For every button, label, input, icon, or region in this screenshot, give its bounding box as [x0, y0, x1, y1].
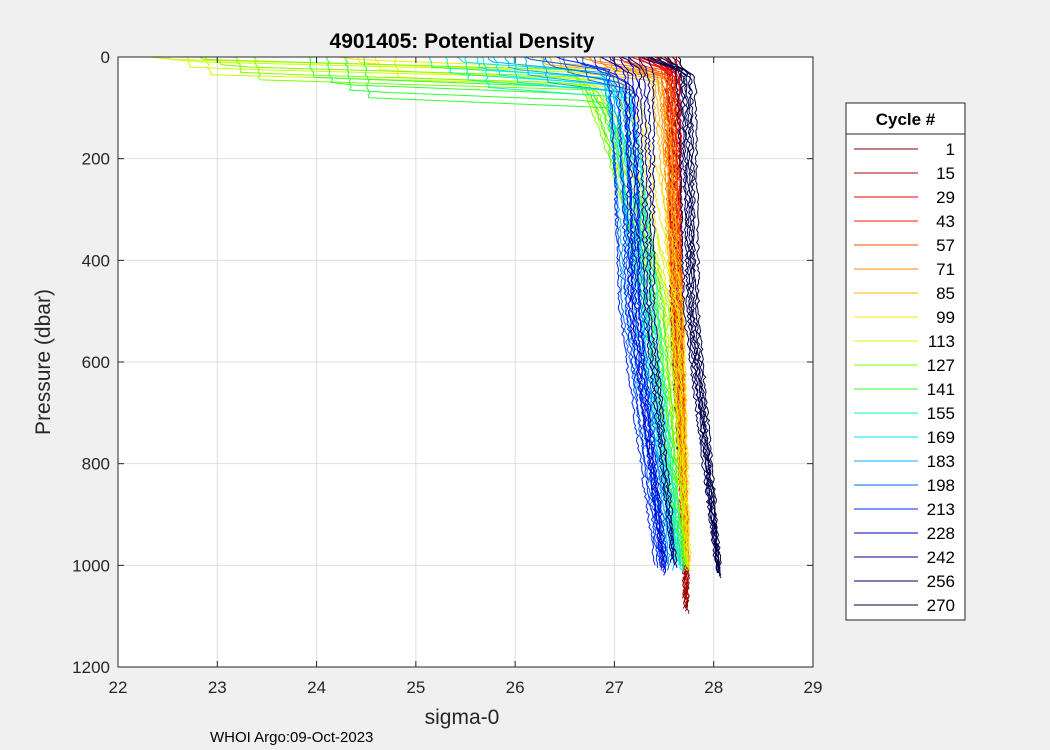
legend-label: 270: [927, 596, 955, 615]
legend-label: 43: [936, 212, 955, 231]
profile-line-cycle-141: [308, 56, 677, 561]
y-tick-label: 0: [101, 48, 110, 67]
x-tick-label: 27: [605, 678, 624, 697]
profile-line-cycle-256: [657, 56, 721, 574]
legend: Cycle # 1 15 29 43 57 71 85 99 113 127 141 155 169 18…: [845, 102, 966, 621]
legend-item: 99: [854, 308, 955, 327]
profile-line-cycle-270: [649, 56, 719, 574]
profile-line-cycle-183: [487, 56, 665, 561]
profile-line-cycle-85: [558, 56, 690, 569]
profile-line-cycle-228: [609, 56, 665, 569]
legend-item: 15: [854, 164, 955, 183]
legend-item: 1: [854, 140, 955, 159]
profile-line-cycle-141: [363, 56, 686, 571]
y-tick-label: 400: [82, 251, 110, 270]
x-tick-label: 23: [208, 678, 227, 697]
chart-title: 4901405: Potential Density: [330, 30, 595, 53]
legend-item: 242: [854, 548, 955, 567]
axis-ticks: 22 23 24 25 26 27 28 29 0 200 400 600 800 1000 1200: [72, 48, 822, 697]
legend-label: 1: [946, 140, 955, 159]
legend-title: Cycle #: [876, 110, 936, 129]
profile-line-cycle-99: [374, 56, 689, 566]
x-tick-label: 26: [506, 678, 525, 697]
x-axis-label: sigma-0: [425, 706, 500, 729]
x-tick-label: 28: [704, 678, 723, 697]
x-tick-label: 29: [804, 678, 823, 697]
y-tick-label: 800: [82, 455, 110, 474]
legend-item: 155: [854, 404, 955, 423]
legend-items: 1 15 29 43 57 71 85 99 113 127 141 155 169 183 198 213 2…: [854, 140, 955, 615]
legend-item: 228: [854, 524, 955, 543]
y-axis-label: Pressure (dbar): [32, 289, 55, 435]
legend-item: 183: [854, 452, 955, 471]
legend-label: 169: [927, 428, 955, 447]
legend-label: 141: [927, 380, 955, 399]
legend-item: 256: [854, 572, 955, 591]
legend-item: 270: [854, 596, 955, 615]
legend-label: 256: [927, 572, 955, 591]
footer-credit: WHOI Argo:09-Oct-2023: [210, 729, 373, 746]
legend-item: 141: [854, 380, 955, 399]
y-tick-label: 1200: [72, 658, 110, 677]
legend-item: 113: [854, 332, 955, 351]
profile-line-cycle-127: [253, 56, 688, 571]
profile-line-cycle-256: [666, 56, 722, 576]
profile-line-cycle-242: [647, 57, 678, 569]
legend-item: 198: [854, 476, 955, 495]
x-tick-label: 24: [307, 678, 326, 697]
profile-line-cycle-270: [658, 56, 720, 574]
profile-line-cycle-99: [393, 56, 692, 571]
legend-item: 57: [854, 236, 955, 255]
y-tick-label: 600: [82, 353, 110, 372]
profile-line-cycle-270: [677, 56, 722, 579]
x-tick-label: 22: [109, 678, 128, 697]
legend-label: 127: [927, 356, 955, 375]
legend-item: 127: [854, 356, 955, 375]
legend-item: 169: [854, 428, 955, 447]
profile-line-cycle-213: [574, 56, 659, 569]
profile-lines: [149, 56, 722, 614]
y-tick-label: 200: [82, 150, 110, 169]
legend-label: 15: [936, 164, 955, 183]
legend-label: 213: [927, 500, 955, 519]
profile-line-cycle-228: [600, 56, 663, 569]
legend-label: 57: [936, 236, 955, 255]
profile-line-cycle-213: [556, 56, 656, 566]
legend-label: 71: [936, 260, 955, 279]
legend-label: 113: [928, 332, 955, 351]
profile-line-cycle-85: [540, 56, 687, 564]
legend-item: 71: [854, 260, 955, 279]
legend-label: 85: [936, 284, 955, 303]
legend-item: 29: [854, 188, 955, 207]
legend-item: 213: [854, 500, 955, 519]
profile-line-cycle-242: [639, 56, 676, 566]
profile-line-cycle-141: [344, 56, 682, 566]
profile-line-cycle-256: [641, 56, 718, 571]
legend-label: 198: [927, 476, 955, 495]
profile-line-cycle-270: [667, 56, 722, 576]
legend-label: 228: [927, 524, 955, 543]
x-tick-label: 25: [406, 678, 425, 697]
legend-item: 43: [854, 212, 955, 231]
y-tick-label: 1000: [72, 556, 110, 575]
legend-item: 85: [854, 284, 955, 303]
legend-label: 99: [936, 308, 955, 327]
profile-line-cycle-228: [618, 56, 666, 571]
legend-label: 183: [927, 452, 955, 471]
profile-line-cycle-242: [620, 56, 673, 563]
profile-line-cycle-228: [627, 56, 668, 574]
profile-line-cycle-242: [628, 56, 675, 563]
legend-box: [845, 102, 966, 621]
legend-label: 29: [936, 188, 955, 207]
legend-label: 242: [927, 548, 955, 567]
legend-label: 155: [927, 404, 955, 423]
